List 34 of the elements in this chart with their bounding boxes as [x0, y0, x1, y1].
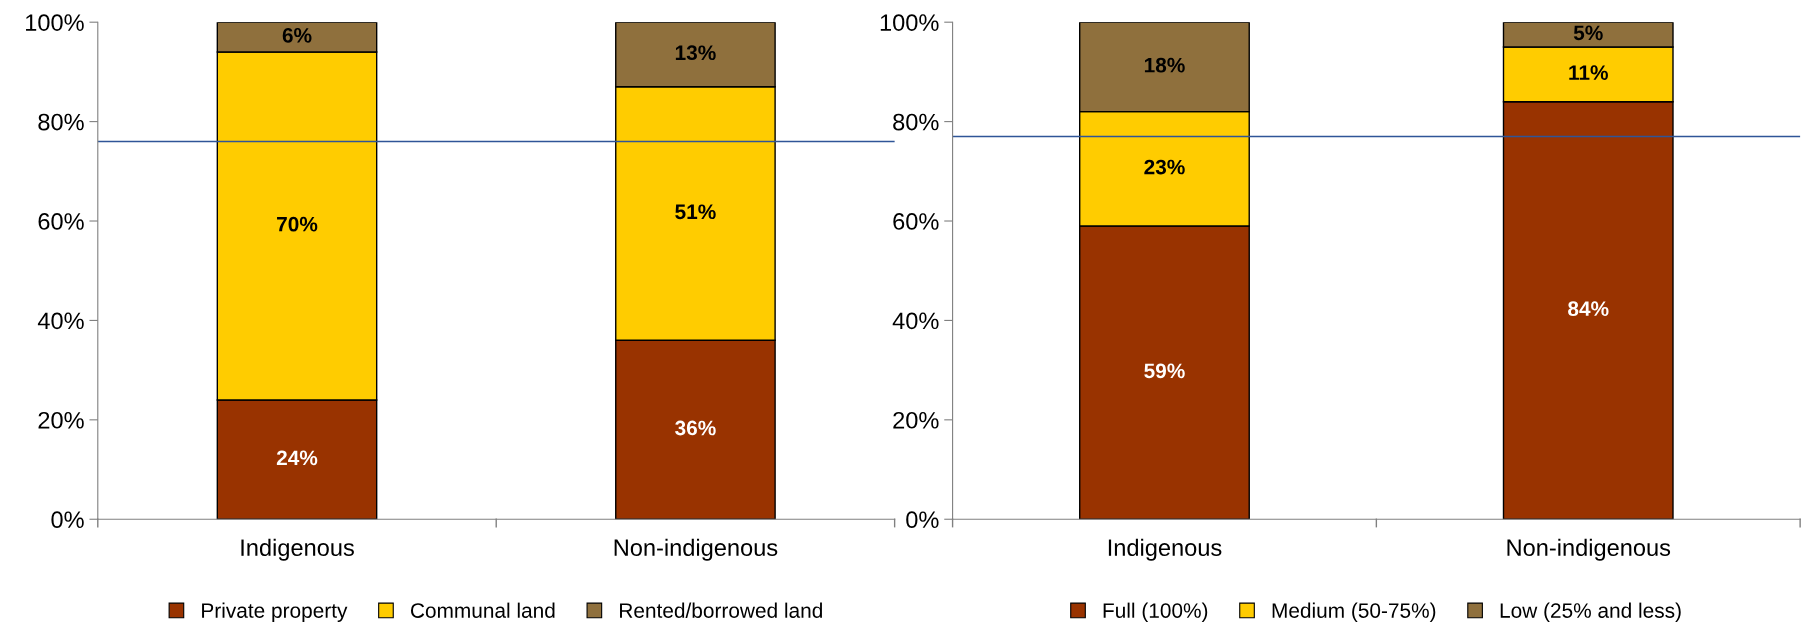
legend-label: Rented/borrowed land: [620, 602, 822, 618]
legend-label: Medium (50-75%): [1272, 602, 1436, 623]
data-label: 18%: [1144, 57, 1185, 73]
legend-label: Communal land: [410, 602, 555, 618]
x-tick-label: Indigenous: [241, 538, 354, 561]
y-tick-label: 100%: [26, 14, 84, 31]
y-tick-label: 0%: [51, 511, 84, 529]
legend-label: Private property: [202, 602, 348, 623]
data-label: 70%: [277, 216, 318, 232]
data-label: 11%: [1569, 65, 1608, 80]
y-tick-label: 20%: [893, 411, 939, 429]
data-label: 59%: [1144, 363, 1185, 379]
y-tick-label: 100%: [880, 14, 939, 31]
data-label: 24%: [276, 450, 318, 466]
data-label: 84%: [1568, 301, 1609, 317]
x-tick-label: Non-indigenous: [614, 538, 778, 561]
y-tick-label: 80%: [38, 113, 84, 131]
data-label: 23%: [1144, 159, 1185, 175]
x-tick-label: Indigenous: [1108, 538, 1222, 561]
data-label: 5%: [1573, 25, 1603, 41]
y-tick-label: 60%: [38, 213, 84, 230]
y-tick-label: 40%: [37, 312, 84, 330]
legend-label: Full (100%): [1103, 602, 1208, 623]
data-label: 6%: [282, 27, 312, 43]
y-tick-label: 40%: [892, 312, 939, 330]
y-tick-label: 20%: [38, 411, 84, 429]
data-label: 51%: [675, 204, 716, 220]
legend-label: Low (25% and less): [1500, 602, 1681, 623]
data-label: 36%: [675, 420, 716, 436]
y-tick-label: 60%: [893, 213, 939, 230]
y-tick-label: 80%: [893, 113, 939, 131]
x-tick-label: Non-indigenous: [1507, 538, 1671, 561]
y-tick-label: 0%: [906, 511, 939, 529]
data-label: 13%: [675, 45, 716, 61]
